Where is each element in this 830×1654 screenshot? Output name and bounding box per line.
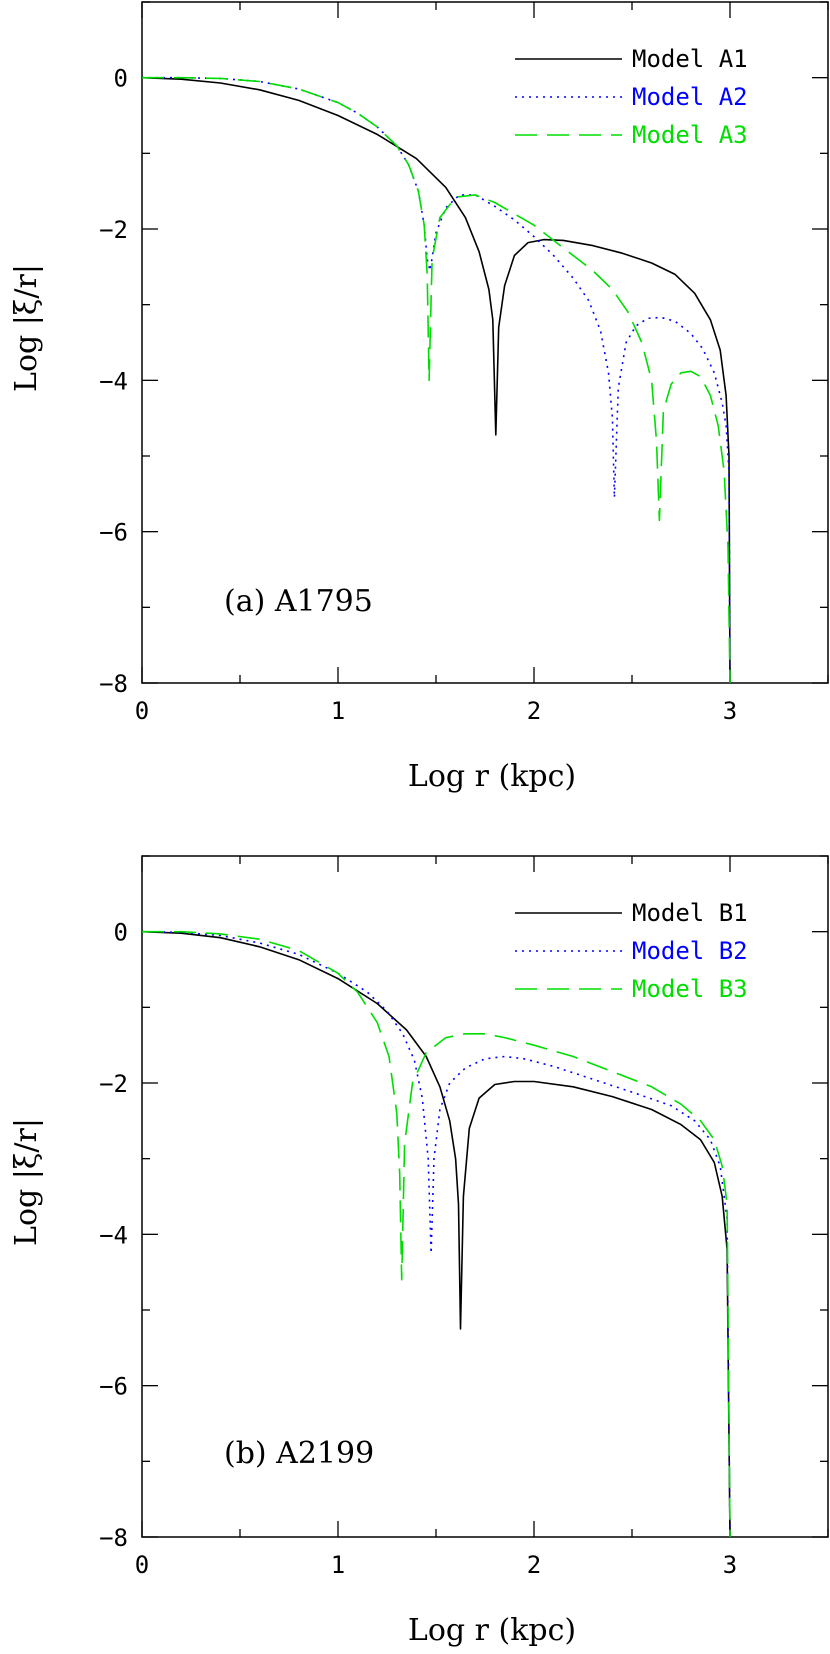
panel-label: (a) A1795	[224, 584, 373, 619]
plot-frame	[141, 1, 829, 684]
plot-area	[141, 76, 731, 684]
legend-label: Model B3	[632, 975, 748, 1003]
x-tick-label: 1	[331, 697, 345, 725]
series-line-model-b1	[141, 930, 731, 1538]
y-tick-label: 0	[114, 65, 128, 93]
y-axis-label: Log |ξ/r|	[9, 1118, 44, 1246]
y-tick-label: −2	[99, 1070, 128, 1098]
x-tick-label: 0	[135, 697, 149, 725]
x-tick-label: 2	[527, 697, 541, 725]
x-tick-label: 3	[723, 697, 737, 725]
x-tick-labels: 0 1 2 3	[135, 1551, 737, 1579]
x-tick-label: 0	[135, 1551, 149, 1579]
y-tick-label: −8	[99, 670, 128, 698]
y-tick-label: −6	[99, 1373, 128, 1401]
plot-area	[141, 930, 731, 1538]
x-axis-label: Log r (kpc)	[408, 1613, 576, 1648]
legend: Model A1 Model A2 Model A3	[515, 45, 748, 149]
series-line-model-a3	[142, 76, 731, 684]
x-tick-labels: 0 1 2 3	[135, 697, 737, 725]
x-tick-label: 2	[527, 1551, 541, 1579]
series-line-model-a1	[141, 76, 731, 684]
y-tick-labels: 0 −2 −4 −6 −8	[99, 919, 128, 1552]
y-tick-label: 0	[114, 919, 128, 947]
series-line-model-b3	[142, 930, 731, 1538]
y-tick-label: −6	[99, 519, 128, 547]
legend-label: Model A3	[632, 121, 748, 149]
legend-label: Model A2	[632, 83, 748, 111]
y-tick-label: −4	[99, 1221, 128, 1249]
legend-label: Model B2	[632, 937, 748, 965]
x-axis-label: Log r (kpc)	[408, 759, 576, 794]
x-tick-label: 3	[723, 1551, 737, 1579]
y-axis-label: Log |ξ/r|	[9, 264, 44, 392]
x-tick-label: 1	[331, 1551, 345, 1579]
y-tick-label: −8	[99, 1524, 128, 1552]
plot-frame	[141, 855, 829, 1538]
y-tick-label: −2	[99, 216, 128, 244]
series-line-model-b2	[141, 930, 731, 1538]
y-tick-labels: 0 −2 −4 −6 −8	[99, 65, 128, 698]
legend-label: Model B1	[632, 899, 748, 927]
series-line-model-a2	[142, 76, 731, 684]
axis-ticks	[141, 855, 829, 1538]
panel-label: (b) A2199	[224, 1436, 374, 1471]
legend-label: Model A1	[632, 45, 748, 73]
y-tick-label: −4	[99, 367, 128, 395]
legend: Model B1 Model B2 Model B3	[515, 899, 748, 1003]
